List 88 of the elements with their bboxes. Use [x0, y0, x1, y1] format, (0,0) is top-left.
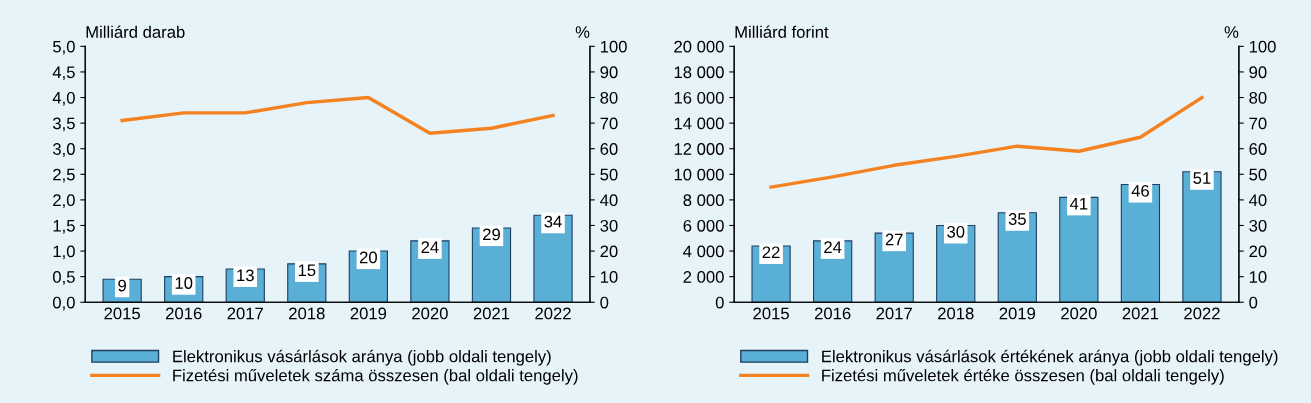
data-label: 30	[947, 225, 965, 238]
data-label: 35	[1008, 213, 1026, 225]
data-label: 24	[824, 241, 842, 253]
x-tick-label: 2015	[753, 307, 789, 320]
y2-tick-label: 90	[600, 66, 618, 79]
y2-tick-label: 10	[600, 271, 618, 283]
line-series	[120, 95, 555, 136]
y2-tick-label: 20	[1249, 245, 1267, 258]
y-tick-label: 4,0	[52, 91, 75, 106]
legend-label: Elektronikus vásárlások értékének aránya (jobb oldali tengely)	[822, 349, 1278, 366]
y-tick-label: 0	[715, 296, 724, 309]
x-tick-label: 2016	[814, 307, 851, 320]
data-label: 51	[1193, 172, 1211, 184]
x-tick-label: 2018	[289, 307, 325, 320]
data-label: 10	[175, 277, 193, 289]
y-tick-label: 1,0	[53, 245, 75, 260]
y-tick-label: 12 000	[674, 143, 724, 155]
x-tick-label: 2021	[473, 307, 510, 320]
y2-tick-label: 90	[1249, 66, 1267, 79]
x-tick-label: 2022	[1184, 307, 1220, 320]
y-tick-label: 6 000	[683, 219, 724, 232]
y-tick-label: 4 000	[683, 245, 724, 258]
data-label: 13	[237, 269, 254, 282]
data-label: 29	[483, 228, 500, 241]
y2-tick-label: 20	[600, 245, 618, 258]
y-tick-label: 3,5	[52, 117, 75, 132]
data-label: 9	[118, 279, 126, 292]
bar	[1182, 171, 1222, 303]
y2-tick-label: 60	[600, 143, 618, 155]
y-tick-label: 3,0	[52, 143, 75, 157]
y-tick-label: 0,5	[52, 271, 75, 285]
x-tick-label: 2016	[166, 307, 202, 320]
data-label: 24	[421, 241, 439, 253]
y-tick-label: 20 000	[674, 40, 724, 53]
y2-axis-title: %	[575, 26, 590, 38]
data-label: 41	[1069, 197, 1088, 210]
bar	[1120, 183, 1161, 303]
y2-tick-label: 70	[1249, 117, 1267, 130]
y2-axis-title: %	[1224, 26, 1239, 38]
data-label: 34	[544, 215, 562, 228]
data-label: 15	[298, 264, 316, 277]
y-axis-title: Milliárd forint	[735, 25, 829, 38]
data-label: 22	[762, 246, 780, 259]
y2-tick-label: 100	[600, 40, 627, 53]
y2-tick-label: 40	[1249, 194, 1267, 207]
y2-tick-label: 50	[600, 168, 618, 181]
y-tick-label: 8 000	[683, 194, 724, 207]
x-tick-label: 2018	[938, 307, 974, 320]
data-label: 27	[885, 233, 903, 246]
y2-tick-label: 40	[600, 194, 618, 207]
x-tick-label: 2017	[876, 307, 912, 320]
bar	[1059, 196, 1099, 303]
y2-tick-label: 0	[600, 296, 609, 309]
y2-tick-label: 80	[1249, 91, 1267, 104]
x-tick-label: 2020	[1061, 307, 1097, 320]
x-tick-label: 2015	[104, 307, 140, 320]
y2-tick-label: 30	[1249, 219, 1267, 232]
y-tick-label: 5,0	[52, 40, 75, 55]
data-label: 20	[359, 251, 377, 264]
y2-tick-label: 80	[600, 91, 618, 104]
x-tick-label: 2020	[412, 307, 448, 320]
y-tick-label: 2,5	[53, 168, 75, 183]
x-tick-label: 2021	[1122, 307, 1159, 320]
y2-tick-label: 10	[1249, 271, 1267, 283]
y2-tick-label: 70	[600, 117, 618, 130]
x-tick-label: 2017	[227, 307, 263, 320]
y2-tick-label: 50	[1249, 168, 1267, 181]
y-tick-label: 4,5	[52, 66, 75, 81]
x-tick-label: 2019	[350, 307, 387, 320]
y-tick-label: 10 000	[674, 168, 724, 181]
y-tick-label: 1,5	[53, 220, 75, 234]
y-tick-label: 2,0	[53, 194, 75, 209]
y2-tick-label: 0	[1249, 296, 1258, 309]
legend-label: Elektronikus vásárlások aránya (jobb oldali tengely)	[173, 349, 551, 366]
data-label: 46	[1131, 184, 1149, 197]
y-tick-label: 14 000	[674, 117, 724, 130]
legend-label: Fizetési műveletek száma összesen (bal oldali tengely)	[173, 368, 578, 385]
y2-tick-label: 30	[600, 219, 618, 232]
y-tick-label: 18 000	[674, 66, 724, 79]
y2-tick-label: 60	[1249, 143, 1267, 155]
y2-tick-label: 100	[1249, 40, 1276, 53]
legend-label: Fizetési műveletek értéke összesen (bal oldali tengely)	[822, 368, 1224, 385]
x-tick-label: 2022	[535, 307, 571, 320]
x-tick-label: 2019	[999, 307, 1036, 320]
y-tick-label: 0,0	[52, 296, 75, 311]
y-axis-title: Milliárd darab	[86, 25, 185, 38]
y-tick-label: 2 000	[683, 271, 724, 283]
y-tick-label: 16 000	[674, 91, 724, 104]
